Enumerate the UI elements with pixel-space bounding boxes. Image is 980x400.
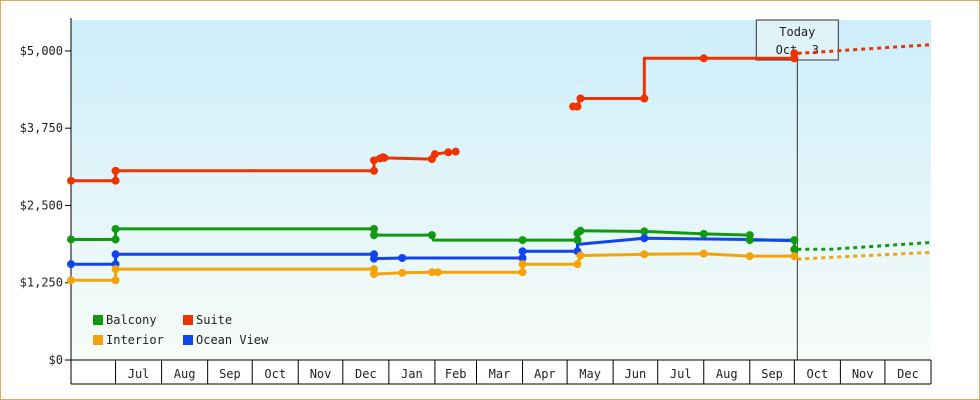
balcony-point (576, 226, 585, 235)
balcony-point (67, 235, 75, 244)
y-tick-label: $5,000 (20, 44, 63, 58)
balcony-point (111, 224, 120, 233)
suite-point (576, 94, 585, 103)
suite-point (67, 176, 75, 185)
interior-point (699, 249, 708, 258)
legend-swatch-balcony (93, 315, 103, 325)
legend-label-balcony: Balcony (106, 313, 157, 327)
interior-point (745, 252, 754, 261)
interior-point (433, 268, 442, 277)
interior-point (518, 260, 527, 269)
suite-point (451, 147, 460, 156)
suite-point (111, 176, 120, 185)
x-tick-label: Aug (174, 367, 196, 381)
interior-point (427, 268, 436, 277)
legend-swatch-suite (183, 315, 193, 325)
x-tick-label: Jan (401, 367, 423, 381)
ocean-view-point (518, 254, 527, 262)
suite-point (790, 49, 799, 58)
ocean-view-point (370, 254, 379, 263)
balcony-point (370, 224, 379, 233)
ocean-view-point (640, 234, 649, 243)
x-tick-label: Nov (310, 367, 332, 381)
ocean-view-point (518, 247, 527, 256)
x-tick-label: Nov (852, 367, 874, 381)
interior-point (640, 250, 649, 259)
suite-point (370, 166, 379, 175)
x-tick-label: Dec (355, 367, 377, 381)
x-tick-label: Jun (625, 367, 647, 381)
y-tick-label: $1,250 (20, 276, 63, 290)
suite-point (430, 150, 439, 159)
y-tick-label: $2,500 (20, 198, 63, 212)
balcony-point (518, 236, 527, 245)
interior-point (576, 251, 585, 260)
balcony-point (573, 236, 582, 245)
x-tick-label: Mar (489, 367, 511, 381)
interior-point (111, 265, 120, 274)
x-tick-label: May (579, 367, 601, 381)
ocean-view-point (111, 250, 120, 259)
balcony-point (790, 245, 799, 254)
x-tick-label: Apr (534, 367, 556, 381)
ocean-view-point (67, 260, 75, 269)
balcony-point (427, 231, 436, 240)
x-tick-label: Jul (670, 367, 692, 381)
interior-point (67, 276, 75, 285)
y-tick-label: $3,750 (20, 121, 63, 135)
interior-point (370, 270, 379, 279)
interior-point (111, 276, 120, 285)
forecast-line (797, 241, 932, 251)
suite-point (573, 102, 582, 111)
today-label: Today (779, 25, 815, 39)
balcony-point (699, 229, 708, 238)
forecast-line (797, 43, 932, 55)
plot-area (71, 20, 931, 360)
balcony-point (370, 231, 379, 240)
legend-swatch-ocean-view (183, 335, 193, 345)
suite-point (380, 153, 389, 162)
balcony-point (640, 227, 649, 236)
x-tick-label: Feb (445, 367, 467, 381)
suite-point (640, 94, 649, 103)
legend-label-ocean-view: Ocean View (196, 333, 269, 347)
suite-point (444, 148, 453, 157)
balcony-point (790, 236, 799, 245)
x-tick-label: Jul (128, 367, 150, 381)
y-tick-label: $0 (49, 353, 63, 367)
suite-point (699, 54, 708, 63)
interior-point (790, 252, 799, 261)
x-tick-label: Oct (807, 367, 829, 381)
forecast-line (797, 250, 932, 261)
x-tick-label: Sep (219, 367, 241, 381)
legend-label-interior: Interior (106, 333, 164, 347)
interior-point (518, 268, 527, 277)
x-tick-label: Dec (897, 367, 919, 381)
x-tick-label: Sep (761, 367, 783, 381)
ocean-view-point (398, 254, 407, 262)
interior-line (71, 252, 795, 282)
legend-label-suite: Suite (196, 313, 232, 327)
balcony-point (745, 236, 754, 245)
balcony-point (111, 235, 120, 244)
x-tick-label: Oct (264, 367, 286, 381)
legend-swatch-interior (93, 335, 103, 345)
x-tick-label: Aug (716, 367, 738, 381)
interior-point (573, 260, 582, 269)
suite-point (111, 166, 120, 175)
interior-point (398, 268, 407, 277)
